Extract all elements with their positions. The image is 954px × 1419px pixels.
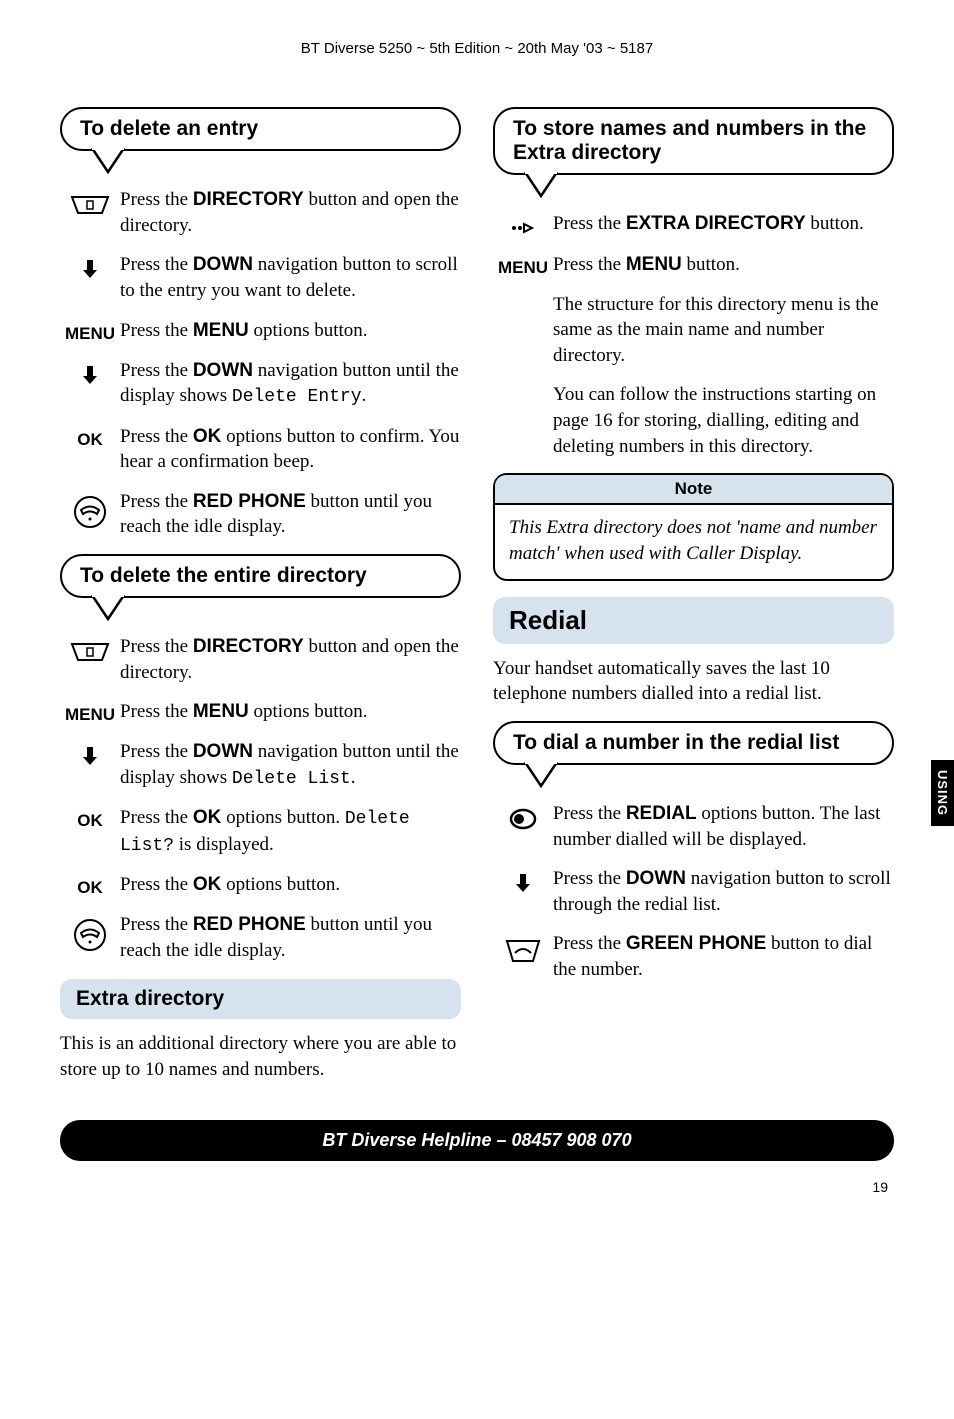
heading-redial: Redial (493, 597, 894, 644)
step-text: Press the OK options button. (120, 872, 461, 898)
callout-dial-redial: To dial a number in the redial list (493, 721, 894, 765)
step-row: Press the RED PHONE button until you rea… (60, 912, 461, 963)
ok-label-icon: OK (60, 424, 120, 450)
step-row: Press the GREEN PHONE button to dial the… (493, 931, 894, 982)
step-row: Press the DIRECTORY button and open the … (60, 634, 461, 685)
left-column: To delete an entry Press the DIRECTORY b… (60, 107, 461, 1096)
heading-extra-directory: Extra directory (60, 979, 461, 1019)
step-row: MENUPress the MENU options button. (60, 318, 461, 344)
side-tab-using: USING (931, 760, 954, 826)
step-row: Press the DOWN navigation button to scro… (60, 252, 461, 303)
blank-icon (493, 292, 553, 298)
callout-tail (493, 175, 894, 205)
running-head: BT Diverse 5250 ~ 5th Edition ~ 20th May… (60, 40, 894, 57)
note-body: This Extra directory does not 'name and … (495, 505, 892, 578)
callout-store-extra: To store names and numbers in the Extra … (493, 107, 894, 175)
step-row: You can follow the instructions starting… (493, 382, 894, 459)
step-text: Press the DOWN navigation button until t… (120, 358, 461, 410)
blank-icon (493, 382, 553, 388)
menu-label-icon: MENU (493, 252, 553, 278)
callout-tail (60, 151, 461, 181)
step-row: Press the EXTRA DIRECTORY button. (493, 211, 894, 238)
ok-label-icon: OK (60, 805, 120, 831)
step-text: Press the GREEN PHONE button to dial the… (553, 931, 894, 982)
extradir-icon (493, 211, 553, 238)
redphone-icon (60, 912, 120, 952)
columns: To delete an entry Press the DIRECTORY b… (60, 107, 894, 1096)
step-row: MENUPress the MENU button. (493, 252, 894, 278)
step-row: OKPress the OK options button. (60, 872, 461, 898)
redphone-icon (60, 489, 120, 529)
callout-tail (493, 765, 894, 795)
step-text: Press the OK options button to confirm. … (120, 424, 461, 475)
step-row: OKPress the OK options button to confirm… (60, 424, 461, 475)
helpline-bar: BT Diverse Helpline – 08457 908 070 (60, 1120, 894, 1161)
step-text: Press the DIRECTORY button and open the … (120, 187, 461, 238)
step-row: The structure for this directory menu is… (493, 292, 894, 369)
callout-delete-entry: To delete an entry (60, 107, 461, 151)
right-column: To store names and numbers in the Extra … (493, 107, 894, 1096)
step-text: Press the MENU button. (553, 252, 894, 278)
step-row: MENUPress the MENU options button. (60, 699, 461, 725)
step-row: Press the REDIAL options button. The las… (493, 801, 894, 852)
directory-icon (60, 634, 120, 664)
page: BT Diverse 5250 ~ 5th Edition ~ 20th May… (0, 0, 954, 1225)
step-text: Press the MENU options button. (120, 699, 461, 725)
step-row: Press the DOWN navigation button until t… (60, 358, 461, 410)
down-icon (60, 358, 120, 386)
step-text: Press the MENU options button. (120, 318, 461, 344)
callout-tail (60, 598, 461, 628)
step-text: Press the EXTRA DIRECTORY button. (553, 211, 894, 237)
down-icon (493, 866, 553, 894)
ok-label-icon: OK (60, 872, 120, 898)
para-extra-directory: This is an additional directory where yo… (60, 1031, 461, 1082)
callout-delete-directory: To delete the entire directory (60, 554, 461, 598)
step-text: Press the RED PHONE button until you rea… (120, 912, 461, 963)
step-text: Press the OK options button. Delete List… (120, 805, 461, 858)
redial-icon (493, 801, 553, 831)
directory-icon (60, 187, 120, 217)
note-title: Note (495, 475, 892, 505)
menu-label-icon: MENU (60, 699, 120, 725)
step-row: Press the DIRECTORY button and open the … (60, 187, 461, 238)
step-row: Press the DOWN navigation button until t… (60, 739, 461, 791)
note-box: Note This Extra directory does not 'name… (493, 473, 894, 580)
step-text: The structure for this directory menu is… (553, 292, 894, 369)
step-text: Press the REDIAL options button. The las… (553, 801, 894, 852)
para-redial: Your handset automatically saves the las… (493, 656, 894, 707)
page-number: 19 (60, 1179, 894, 1195)
greenphone-icon (493, 931, 553, 965)
menu-label-icon: MENU (60, 318, 120, 344)
down-icon (60, 739, 120, 767)
step-text: Press the DOWN navigation button until t… (120, 739, 461, 791)
step-text: You can follow the instructions starting… (553, 382, 894, 459)
step-row: Press the DOWN navigation button to scro… (493, 866, 894, 917)
step-text: Press the DIRECTORY button and open the … (120, 634, 461, 685)
step-text: Press the RED PHONE button until you rea… (120, 489, 461, 540)
step-text: Press the DOWN navigation button to scro… (553, 866, 894, 917)
step-row: OKPress the OK options button. Delete Li… (60, 805, 461, 858)
step-text: Press the DOWN navigation button to scro… (120, 252, 461, 303)
step-row: Press the RED PHONE button until you rea… (60, 489, 461, 540)
down-icon (60, 252, 120, 280)
